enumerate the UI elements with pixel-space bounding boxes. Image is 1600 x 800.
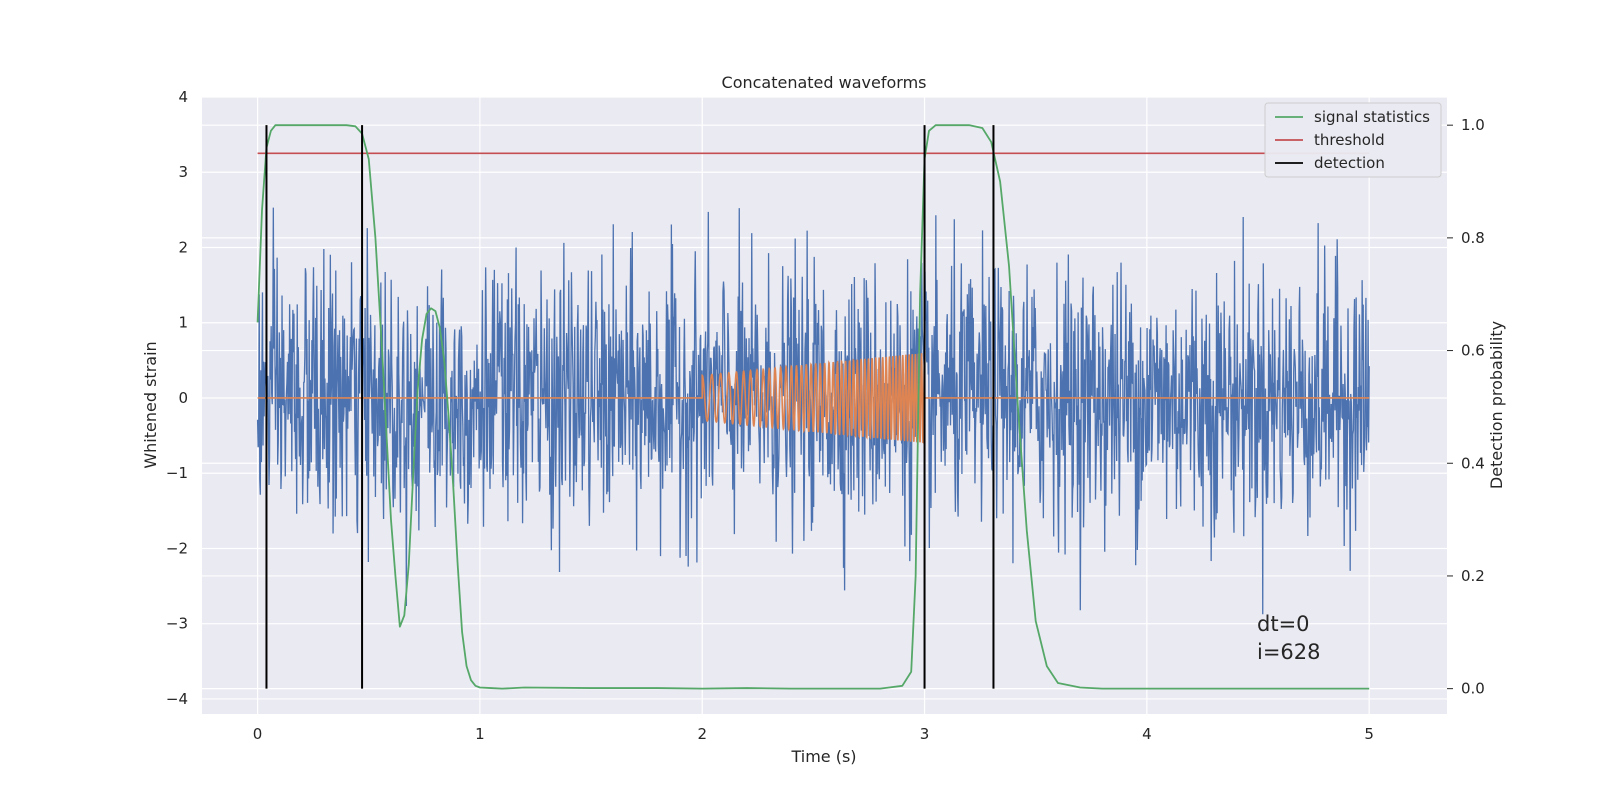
x-tick-label: 1 [475,725,485,743]
ticks: 0 1 2 3 4 5 −4 −3 −2 −1 0 1 2 3 4 0.0 0.2 0.4 0.6 0.8 1.0 [166,88,1485,743]
legend-label-detection: detection [1314,154,1385,172]
x-tick-label: 0 [253,725,263,743]
y-tick-label: −1 [166,464,188,482]
y2-tick-label: 0.0 [1461,680,1485,698]
series-line-injection [257,352,1370,444]
x-axis-label: Time (s) [790,747,856,766]
annotation-index: i=628 [1257,640,1321,664]
legend-label-signal-statistics: signal statistics [1314,108,1430,126]
y2-tick-label: 0.6 [1461,342,1485,360]
y-tick-label: 4 [178,88,188,106]
legend: signal statistics threshold detection [1264,102,1442,178]
y2-tick-label: 1.0 [1461,116,1485,134]
y-axis-label: Whitened strain [141,341,160,468]
y-tick-label: −3 [166,615,188,633]
y-tick-label: 1 [178,314,188,332]
x-tick-label: 4 [1142,725,1152,743]
y2-axis-label: Detection probability [1487,321,1506,489]
legend-label-threshold: threshold [1314,131,1385,149]
series-line-signal-statistics [256,124,1370,690]
y2-tick-label: 0.8 [1461,229,1485,247]
y-tick-label: −4 [166,690,188,708]
x-tick-label: 3 [920,725,930,743]
chart-title: Concatenated waveforms [722,73,927,92]
x-tick-label: 5 [1364,725,1374,743]
y-tick-label: 3 [178,163,188,181]
y-tick-label: −2 [166,539,188,557]
x-tick-label: 2 [697,725,707,743]
legend-box [1264,102,1442,178]
y2-tick-label: 0.4 [1461,454,1485,472]
y2-tick-label: 0.2 [1461,567,1485,585]
annotation-dt: dt=0 [1257,612,1310,636]
y-tick-label: 2 [178,238,188,256]
data-layer [256,124,1370,690]
y-tick-label: 0 [178,389,188,407]
